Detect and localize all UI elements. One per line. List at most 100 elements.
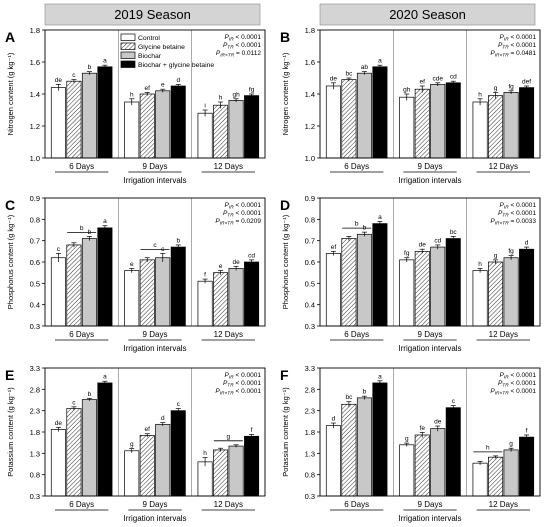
significance-letter: de <box>55 420 63 427</box>
x-axis-label: Irrigation intervals <box>123 176 186 185</box>
significance-letter: c <box>72 72 76 79</box>
panel-letter: F <box>280 367 289 383</box>
bar <box>139 93 155 159</box>
season-headers: 2019 Season 2020 Season <box>44 3 536 26</box>
significance-letter: c <box>177 401 181 408</box>
significance-letter: c <box>72 399 76 406</box>
bar <box>81 238 97 327</box>
significance-letter: h <box>219 95 223 102</box>
stats-text: PIR×TR < 0.0001 <box>215 388 261 397</box>
significance-letter: fg <box>508 248 514 255</box>
bar <box>372 223 388 327</box>
stats-text: PIR×TR = 0.0481 <box>490 50 536 59</box>
bar <box>488 95 504 159</box>
y-tick-label: 1.0 <box>30 154 40 163</box>
legend-swatch <box>120 51 136 59</box>
category-label: 9 Days <box>143 162 168 171</box>
y-tick-label: 1.6 <box>30 58 40 67</box>
bar <box>81 72 97 159</box>
bar <box>430 246 446 327</box>
bar <box>503 257 519 327</box>
significance-letter: b <box>88 64 92 71</box>
significance-letter: ef <box>331 244 337 251</box>
stats-text: PIR×TR = 0.0209 <box>215 218 261 227</box>
y-tick-label: 0.7 <box>305 237 315 246</box>
y-tick-label: 2.8 <box>30 385 40 394</box>
bar <box>155 257 171 327</box>
significance-letter: g <box>494 252 498 259</box>
stats-text: PIR×TR = 0.0033 <box>490 218 536 227</box>
y-tick-label: 0.9 <box>305 194 315 203</box>
bar <box>228 268 244 327</box>
bar <box>197 280 213 327</box>
chart-panel-f: F Potassium content (g kg⁻¹) 0.3 0.8 1.3 1.8 2… <box>280 364 541 523</box>
season-header-label: 2019 Season <box>114 7 191 22</box>
bar <box>155 423 171 497</box>
y-tick-label: 0.3 <box>305 322 315 331</box>
bar <box>213 272 229 327</box>
bar <box>325 253 341 327</box>
y-tick-label: 0.4 <box>305 301 315 310</box>
bar <box>325 425 341 497</box>
stats-text: PTR < 0.0001 <box>498 42 536 51</box>
significance-letter: b <box>355 221 359 228</box>
significance-letter: g <box>405 436 409 443</box>
stats-text: PIR < 0.0001 <box>225 202 262 211</box>
y-tick-label: 1.4 <box>305 90 315 99</box>
significance-letter: gh <box>232 91 240 98</box>
bar <box>81 399 97 497</box>
x-axis-label: Irrigation intervals <box>123 344 186 353</box>
bar <box>519 248 535 327</box>
plot-frame <box>319 29 541 159</box>
y-tick-label: 0.8 <box>30 215 40 224</box>
bar <box>244 95 260 159</box>
bar <box>519 436 535 497</box>
category-label: 9 Days <box>418 330 443 339</box>
bar <box>124 450 140 497</box>
bar <box>97 227 113 327</box>
category-label: 12 Days <box>214 330 243 339</box>
panel-letter: C <box>5 197 15 213</box>
significance-letter: ef <box>420 79 426 86</box>
y-tick-label: 0.6 <box>305 258 315 267</box>
category-label: 9 Days <box>143 500 168 509</box>
bar <box>66 80 82 159</box>
y-axis-label: Nitrogen content (g kg⁻¹) <box>281 52 290 135</box>
significance-letter: cd <box>434 237 441 244</box>
y-tick-label: 2.8 <box>305 385 315 394</box>
y-tick-label: 1.3 <box>305 449 315 458</box>
season-header-box <box>319 3 536 26</box>
stats-text: PTR < 0.0001 <box>498 210 536 219</box>
significance-letter: c <box>153 242 157 249</box>
y-tick-label: 1.8 <box>305 428 315 437</box>
significance-letter: de <box>434 419 442 426</box>
bar <box>213 449 229 497</box>
y-tick-label: 0.6 <box>30 258 40 267</box>
bar <box>430 84 446 159</box>
category-label: 6 Days <box>69 162 94 171</box>
bar <box>50 87 66 159</box>
bar <box>139 259 155 327</box>
legend-swatch <box>120 42 136 50</box>
significance-letter: a <box>103 58 107 65</box>
significance-letter: a <box>103 374 107 381</box>
y-tick-label: 1.0 <box>305 154 315 163</box>
bar <box>372 66 388 159</box>
y-tick-label: 0.5 <box>305 279 315 288</box>
y-tick-label: 0.5 <box>30 279 40 288</box>
y-axis-label: Potassium content (g kg⁻¹) <box>281 387 290 477</box>
chart-panels: A Nitrogen content (g kg⁻¹) 1.0 1.2 1.4 1.6 1.… <box>5 26 541 523</box>
bar <box>503 92 519 159</box>
stats-text: PIR < 0.0001 <box>500 34 537 43</box>
stats-text: PTR < 0.0001 <box>223 210 261 219</box>
stats-text: PIR×TR = 0.0112 <box>216 50 262 59</box>
significance-letter: g <box>227 433 231 440</box>
category-label: 12 Days <box>489 162 518 171</box>
bar <box>356 397 372 497</box>
bar <box>445 82 461 159</box>
bar <box>170 246 186 327</box>
significance-letter: ab <box>361 64 369 71</box>
bar <box>356 72 372 159</box>
